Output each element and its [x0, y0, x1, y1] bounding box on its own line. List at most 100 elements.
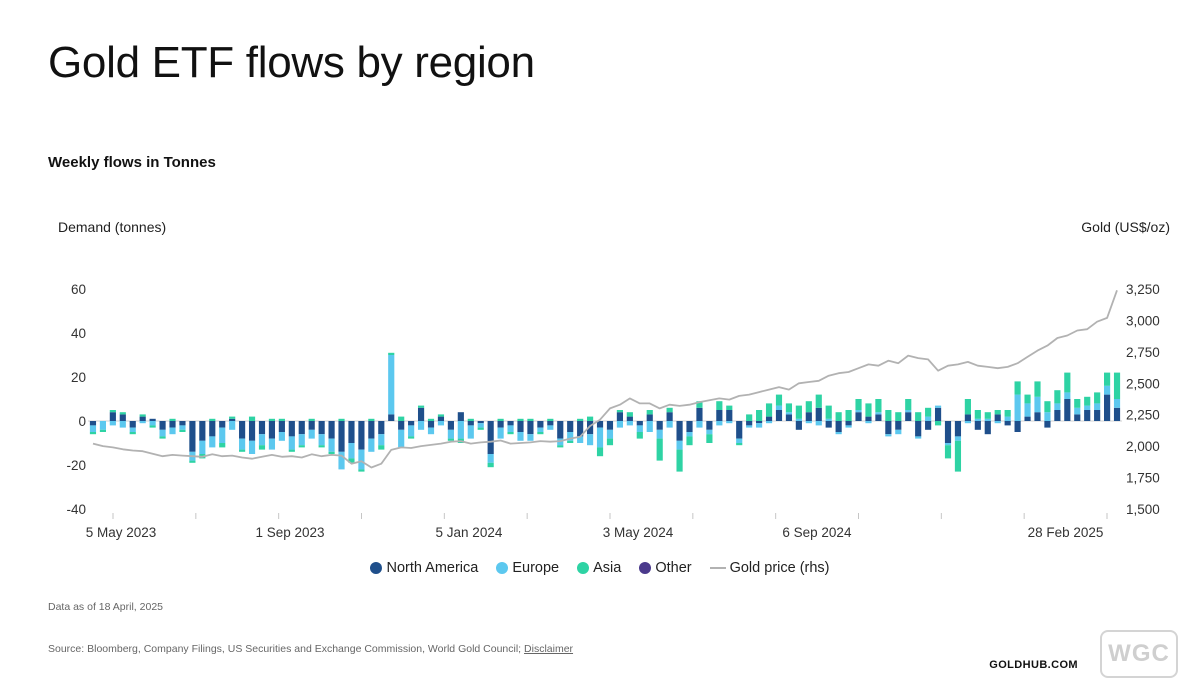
flow-bar: [427, 427, 435, 435]
flow-bar: [89, 425, 97, 432]
flow-bar: [1014, 394, 1021, 421]
flow-bar: [686, 432, 693, 437]
flow-bar: [974, 418, 981, 421]
flow-bar: [1113, 372, 1121, 399]
flow-bar: [726, 421, 733, 424]
left-axis-tick-label: 60: [71, 282, 86, 297]
disclaimer-link[interactable]: Disclaimer: [524, 643, 574, 655]
flow-bar: [646, 414, 653, 421]
flow-bar: [467, 418, 474, 421]
flow-bar: [994, 410, 1001, 415]
flow-bar: [785, 403, 793, 413]
chart-subtitle: Weekly flows in Tonnes: [48, 154, 216, 171]
flow-bar: [934, 405, 942, 408]
flow-bar: [119, 414, 126, 421]
flow-bar: [129, 432, 136, 435]
flow-bar: [437, 414, 445, 417]
flow-bar: [785, 414, 793, 421]
legend-item-asia[interactable]: Asia: [577, 560, 621, 576]
flow-bar: [1094, 410, 1101, 421]
flow-bar: [149, 421, 156, 426]
flow-bar: [954, 436, 962, 441]
flow-bar: [139, 416, 146, 421]
x-axis-tick-label: 1 Sep 2023: [255, 525, 324, 540]
flow-bar: [1054, 410, 1061, 421]
flow-bar: [447, 421, 454, 430]
flow-bar: [616, 410, 623, 413]
flow-bar: [437, 416, 445, 421]
flow-bar: [696, 401, 703, 408]
flow-bar: [775, 410, 783, 421]
flow-bar: [686, 436, 693, 446]
flow-bar: [587, 434, 594, 446]
flow-bar: [189, 460, 196, 463]
flow-bar: [358, 469, 365, 472]
flow-bar: [1004, 421, 1011, 426]
flow-bar: [248, 421, 256, 441]
flow-bar: [676, 440, 683, 450]
right-axis-tick-label: 1,500: [1126, 502, 1160, 517]
flow-bar: [925, 407, 932, 417]
flow-bar: [775, 394, 783, 406]
asia-swatch-icon: [577, 562, 590, 574]
data-date-note: Data as of 18 April, 2025: [48, 601, 163, 613]
flow-bar: [298, 445, 305, 448]
flow-bar: [974, 410, 981, 419]
flow-bar: [427, 418, 435, 421]
flow-bar: [1084, 410, 1091, 421]
flow-bar: [179, 429, 186, 432]
flow-bar: [199, 440, 206, 454]
flow-bar: [815, 394, 822, 408]
flow-bar: [437, 421, 445, 426]
flow-bar: [398, 429, 405, 448]
right-axis-tick-label: 1,750: [1126, 471, 1160, 486]
flow-bar: [487, 462, 494, 468]
left-axis-tick-label: -20: [66, 458, 86, 473]
flow-bar: [129, 421, 136, 428]
flow-bar: [805, 421, 812, 424]
source-text: Source: Bloomberg, Company Filings, US S…: [48, 643, 522, 655]
europe-swatch-icon: [496, 562, 509, 574]
flow-bar: [318, 434, 325, 446]
legend-item-gold-price[interactable]: Gold price (rhs): [709, 560, 830, 576]
flow-bar: [467, 421, 474, 426]
flow-bar: [368, 418, 375, 421]
legend-label: Gold price (rhs): [729, 560, 830, 576]
flow-bar: [89, 432, 97, 435]
flow-bar: [268, 438, 276, 450]
flow-bar: [775, 405, 783, 410]
flow-bar: [308, 429, 315, 439]
x-axis-tick-label: 28 Feb 2025: [1028, 525, 1104, 540]
goldhub-brand[interactable]: GOLDHUB.COM: [989, 659, 1078, 671]
page-title: Gold ETF flows by region: [48, 38, 535, 87]
flow-bar: [954, 421, 962, 437]
chart-legend: North America Europe Asia Other Gold pri…: [0, 560, 1200, 576]
flow-bar: [716, 410, 723, 421]
flow-bar: [934, 407, 942, 421]
flow-bar: [258, 445, 266, 450]
flow-bar: [964, 421, 971, 424]
flow-bar: [408, 421, 415, 426]
flow-bar: [716, 421, 723, 426]
flow-bar: [149, 418, 156, 421]
legend-item-north-america[interactable]: North America: [370, 560, 478, 576]
flow-bar: [666, 412, 673, 421]
flow-bar: [726, 410, 733, 421]
flow-bar: [696, 407, 703, 421]
flow-bar: [636, 425, 643, 432]
flow-bar: [934, 421, 942, 426]
flow-bar: [527, 418, 534, 421]
flow-bar: [229, 421, 236, 430]
flow-bar: [567, 421, 574, 432]
flow-bar: [209, 436, 216, 448]
x-axis-tick-label: 5 May 2023: [86, 525, 157, 540]
flow-bar: [139, 421, 146, 424]
flow-bar: [1044, 421, 1051, 428]
flow-bar: [587, 421, 594, 435]
flow-bar: [447, 429, 454, 439]
flow-bar: [239, 449, 246, 452]
flow-bar: [944, 443, 952, 446]
legend-item-europe[interactable]: Europe: [496, 560, 559, 576]
legend-item-other[interactable]: Other: [639, 560, 692, 576]
flow-bar: [457, 412, 464, 421]
